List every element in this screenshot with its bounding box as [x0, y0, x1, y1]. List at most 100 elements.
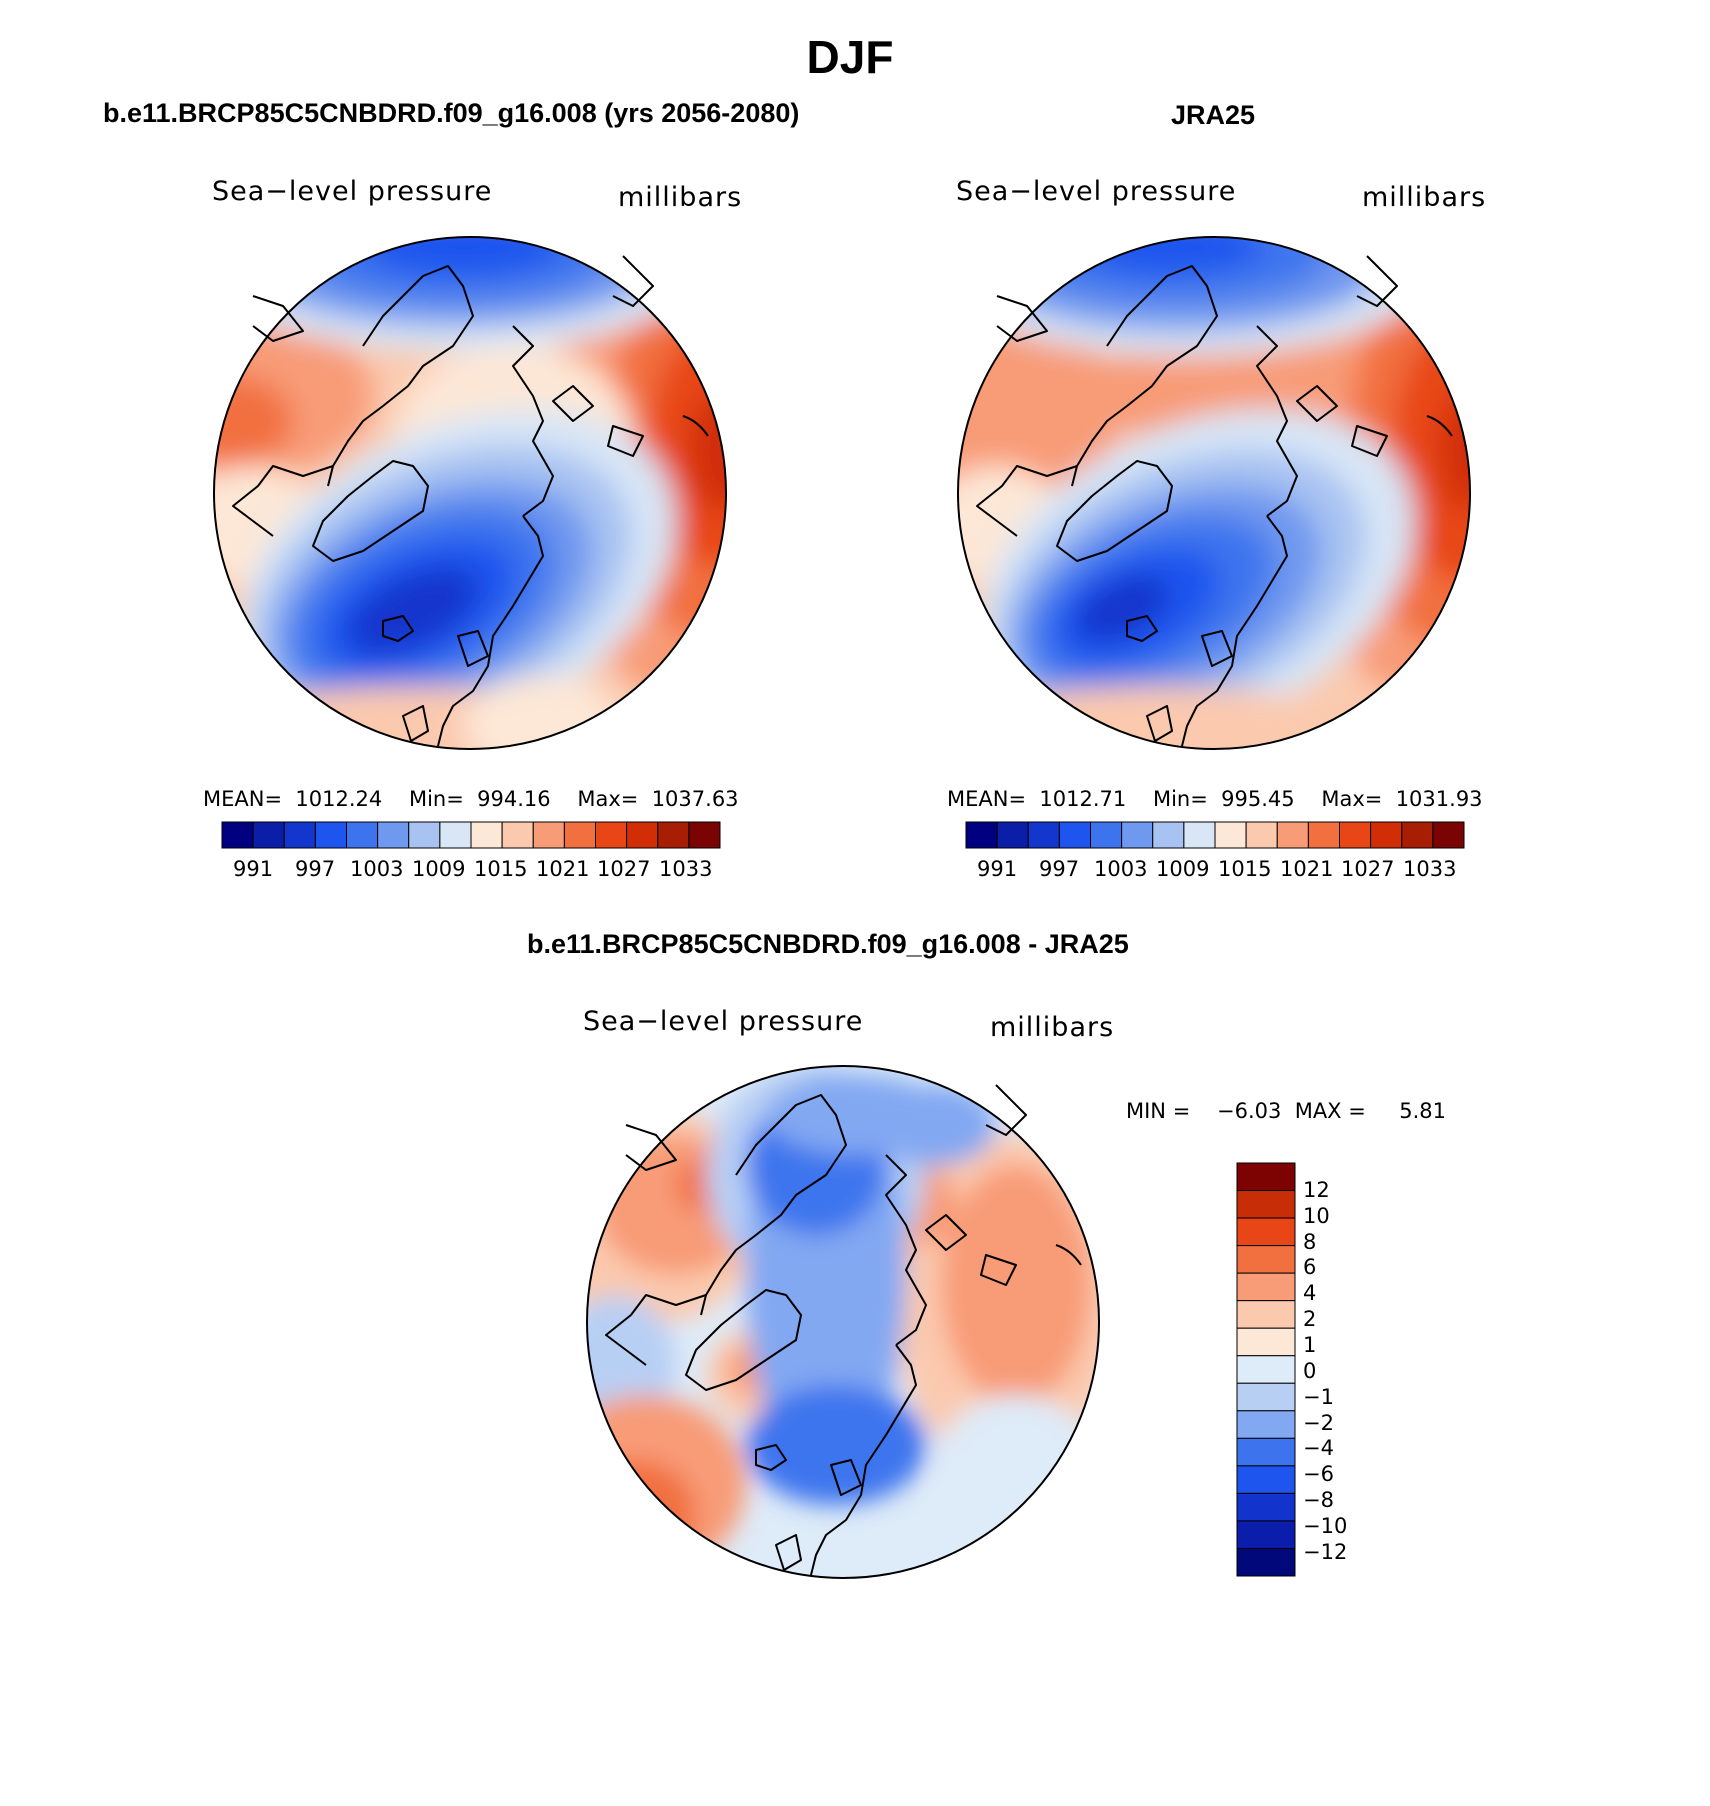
diff-panel-tick: 1: [1303, 1333, 1317, 1357]
panel-2-tick: 1015: [1218, 857, 1272, 881]
diff-panel-tick: 0: [1303, 1359, 1317, 1383]
diff-panel-tick: 4: [1303, 1281, 1317, 1305]
panel-1-tick: 1033: [659, 857, 713, 881]
colorbar-swatch: [1058, 821, 1091, 849]
colorbar-swatch: [965, 821, 998, 849]
colorbar-swatch: [221, 821, 254, 849]
colorbar-swatch: [1236, 1437, 1296, 1467]
panel-2-field-label: Sea−level pressure: [956, 176, 1237, 207]
colorbar-swatch: [1090, 821, 1123, 849]
panel-1-stats: MEAN= 1012.24 Min= 994.16 Max= 1037.63: [203, 787, 739, 811]
diff-panel-unit-label: millibars: [990, 1012, 1115, 1043]
panel-2-tick: 1033: [1403, 857, 1457, 881]
panel-2-tick: 1003: [1094, 857, 1148, 881]
colorbar-swatch: [1183, 821, 1216, 849]
panel-2-stats: MEAN= 1012.71 Min= 995.45 Max= 1031.93: [947, 787, 1483, 811]
colorbar-swatch: [1236, 1382, 1296, 1412]
panel-1-tick: 1021: [536, 857, 590, 881]
panel-2-tick: 997: [1039, 857, 1080, 881]
diff-panel-map: [586, 1065, 1100, 1579]
diff-panel-colorbar-ticks: 12 10 8 6 4 2 1 0 −1 −2 −4 −6 −8 −10 −12: [1303, 1163, 1363, 1576]
colorbar-swatch: [1432, 821, 1465, 849]
diff-panel-tick: −8: [1303, 1488, 1334, 1512]
panel-1-field-label: Sea−level pressure: [212, 176, 493, 207]
diff-panel-tick: −12: [1303, 1540, 1348, 1564]
diff-panel-tick: 10: [1303, 1204, 1330, 1228]
figure-title: DJF: [806, 31, 894, 83]
colorbar-swatch: [532, 821, 565, 849]
colorbar-swatch: [252, 821, 285, 849]
panel-2-tick: 1027: [1341, 857, 1395, 881]
colorbar-swatch: [408, 821, 441, 849]
panel-2-tick: 991: [977, 857, 1018, 881]
colorbar-swatch: [470, 821, 503, 849]
colorbar-swatch: [1236, 1190, 1296, 1219]
diff-panel-title: b.e11.BRCP85C5CNBDRD.f09_g16.008 - JRA25: [527, 929, 1129, 959]
colorbar-swatch: [283, 821, 316, 849]
panel-1-tick: 1009: [412, 857, 466, 881]
diff-panel-tick: −6: [1303, 1462, 1334, 1486]
diff-panel-tick: 6: [1303, 1255, 1317, 1279]
panel-2-map: [957, 236, 1471, 750]
colorbar-swatch: [1214, 821, 1247, 849]
diff-panel-field-label: Sea−level pressure: [583, 1006, 864, 1037]
colorbar-swatch: [1236, 1547, 1296, 1577]
colorbar-swatch: [1236, 1272, 1296, 1302]
diff-panel-tick: 12: [1303, 1178, 1330, 1202]
colorbar-swatch: [1307, 821, 1340, 849]
colorbar-swatch: [595, 821, 628, 849]
colorbar-swatch: [1236, 1492, 1296, 1522]
colorbar-swatch: [1236, 1162, 1296, 1192]
panel-1-tick: 1027: [597, 857, 651, 881]
colorbar-swatch: [1236, 1327, 1296, 1357]
panel-1-map: [213, 236, 727, 750]
panel-2-title: JRA25: [1171, 100, 1256, 130]
panel-1-tick: 1003: [350, 857, 404, 881]
panel-2-tick: 1021: [1280, 857, 1334, 881]
colorbar-swatch: [1236, 1245, 1296, 1274]
colorbar-swatch: [1236, 1355, 1296, 1384]
panel-1-tick: 1015: [474, 857, 528, 881]
colorbar-swatch: [626, 821, 659, 849]
colorbar-swatch: [1276, 821, 1309, 849]
diff-panel-tick: −1: [1303, 1385, 1334, 1409]
colorbar-swatch: [1152, 821, 1185, 849]
colorbar-swatch: [1236, 1520, 1296, 1549]
colorbar-swatch: [1401, 821, 1434, 849]
colorbar-swatch: [1339, 821, 1372, 849]
colorbar-swatch: [996, 821, 1029, 849]
colorbar-swatch: [1245, 821, 1278, 849]
panel-2-colorbar: [965, 821, 1465, 849]
colorbar-swatch: [1121, 821, 1154, 849]
colorbar-swatch: [1236, 1410, 1296, 1439]
panel-1-colorbar-ticks: 991 997 1003 1009 1015 1021 1027 1033: [222, 857, 720, 885]
colorbar-swatch: [688, 821, 721, 849]
panel-1-unit-label: millibars: [618, 182, 743, 213]
colorbar-swatch: [657, 821, 690, 849]
diff-panel-tick: −2: [1303, 1411, 1334, 1435]
panel-2-colorbar-ticks: 991 997 1003 1009 1015 1021 1027 1033: [966, 857, 1464, 885]
diff-panel-tick: −10: [1303, 1514, 1348, 1538]
diff-panel-tick: −4: [1303, 1436, 1334, 1460]
diff-panel-colorbar: [1236, 1162, 1296, 1577]
colorbar-swatch: [563, 821, 596, 849]
colorbar-swatch: [1236, 1217, 1296, 1247]
panel-2-tick: 1009: [1156, 857, 1210, 881]
panel-1-colorbar: [221, 821, 721, 849]
colorbar-swatch: [501, 821, 534, 849]
colorbar-swatch: [377, 821, 410, 849]
diff-panel-tick: 2: [1303, 1307, 1317, 1331]
diff-panel-tick: 8: [1303, 1230, 1317, 1254]
colorbar-swatch: [346, 821, 379, 849]
colorbar-swatch: [314, 821, 347, 849]
colorbar-swatch: [1370, 821, 1403, 849]
panel-1-tick: 997: [295, 857, 336, 881]
colorbar-swatch: [1027, 821, 1060, 849]
panel-1-title: b.e11.BRCP85C5CNBDRD.f09_g16.008 (yrs 20…: [103, 98, 800, 128]
colorbar-swatch: [439, 821, 472, 849]
colorbar-swatch: [1236, 1300, 1296, 1329]
panel-2-unit-label: millibars: [1362, 182, 1487, 213]
panel-1-tick: 991: [233, 857, 274, 881]
colorbar-swatch: [1236, 1465, 1296, 1494]
diff-panel-stats: MIN = −6.03 MAX = 5.81: [1126, 1099, 1446, 1123]
